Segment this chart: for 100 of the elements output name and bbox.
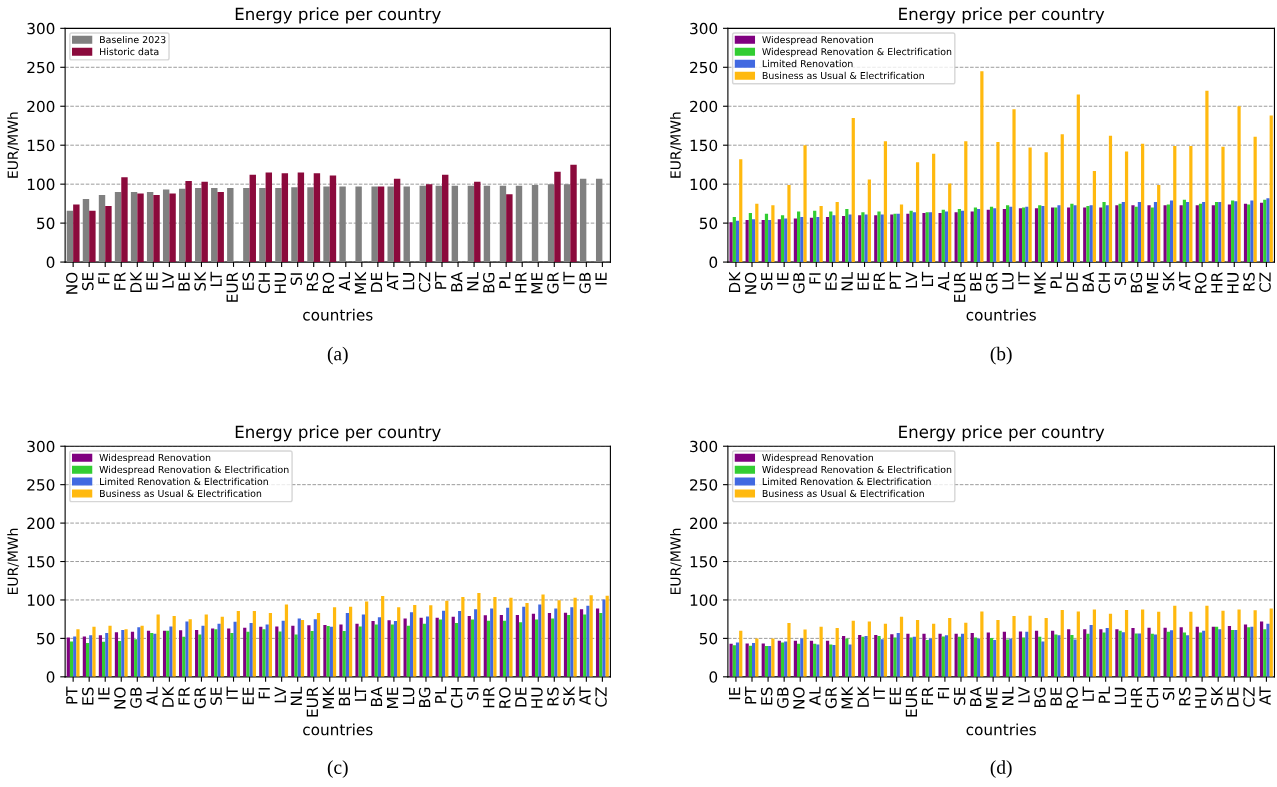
bar bbox=[348, 606, 353, 677]
text: (d) bbox=[990, 760, 1012, 778]
bar bbox=[848, 644, 852, 677]
y-tick-label: 0 bbox=[709, 256, 718, 269]
bar bbox=[1253, 610, 1257, 677]
bar bbox=[483, 185, 491, 263]
x-tick-label: DK bbox=[729, 271, 741, 293]
bar bbox=[339, 186, 346, 263]
bar bbox=[777, 219, 781, 263]
y-tick-label: 250 bbox=[690, 61, 718, 74]
x-tick-label: IE bbox=[595, 272, 607, 285]
bar bbox=[1022, 637, 1026, 677]
bar bbox=[89, 210, 96, 263]
bar bbox=[105, 633, 109, 677]
bar bbox=[1202, 630, 1206, 677]
x-tick-label: EUR bbox=[905, 686, 918, 717]
bar bbox=[1186, 202, 1190, 263]
bar bbox=[137, 193, 144, 263]
bar bbox=[506, 194, 513, 263]
bar bbox=[490, 608, 494, 677]
bar bbox=[554, 608, 558, 677]
x-tick-label: HU bbox=[274, 273, 287, 293]
bar bbox=[201, 181, 208, 263]
x-tick-label: SK bbox=[1162, 271, 1175, 291]
bar bbox=[313, 173, 321, 263]
bar bbox=[755, 638, 759, 677]
bar bbox=[435, 185, 443, 263]
bar bbox=[977, 209, 981, 263]
x-tick-label: BA bbox=[451, 271, 463, 292]
bar bbox=[169, 193, 176, 263]
bar bbox=[162, 630, 167, 677]
bar bbox=[1237, 106, 1241, 263]
y-tick-label: 0 bbox=[46, 671, 55, 683]
bar bbox=[281, 620, 285, 677]
bar bbox=[1028, 615, 1032, 677]
bar bbox=[195, 188, 202, 263]
bar bbox=[121, 177, 128, 263]
bar bbox=[307, 187, 314, 263]
bar bbox=[1205, 90, 1209, 263]
bar bbox=[761, 220, 765, 263]
bar bbox=[809, 640, 814, 677]
y-tick-label: 150 bbox=[690, 555, 718, 568]
bar bbox=[867, 621, 871, 677]
x-tick-label: RS bbox=[1178, 687, 1191, 706]
x-tick-label: LU bbox=[1002, 273, 1014, 290]
bar bbox=[377, 186, 385, 263]
bar bbox=[803, 629, 807, 677]
legend-label: Widespread Renovation & Electrification bbox=[762, 47, 952, 57]
x-tick-label: GB bbox=[793, 272, 805, 294]
bar bbox=[114, 191, 122, 263]
bar bbox=[425, 616, 430, 677]
bar bbox=[595, 608, 600, 677]
x-tick-label: IT bbox=[1018, 271, 1030, 285]
legend-label: Widespread Renovation bbox=[762, 453, 873, 463]
bar bbox=[752, 643, 756, 677]
bar bbox=[451, 185, 459, 263]
x-tick-label: SE bbox=[82, 272, 94, 291]
bar bbox=[243, 188, 250, 263]
bar bbox=[970, 633, 974, 677]
bar bbox=[835, 628, 839, 677]
bar bbox=[195, 629, 199, 677]
bar bbox=[493, 596, 497, 677]
bar bbox=[342, 631, 346, 677]
x-tick-label: BG bbox=[483, 273, 495, 293]
y-axis-title: EUR/MWh bbox=[670, 528, 682, 595]
x-tick-label: CH bbox=[258, 273, 271, 294]
x-tick-label: LV bbox=[162, 271, 174, 288]
bar bbox=[554, 171, 561, 263]
bar bbox=[249, 623, 253, 677]
y-tick-label: 250 bbox=[27, 479, 55, 491]
bar bbox=[182, 636, 186, 677]
y-tick-label: 0 bbox=[46, 256, 55, 269]
y-tick-label: 150 bbox=[690, 139, 718, 152]
x-axis-title: countries bbox=[966, 308, 1036, 321]
y-tick-label: 200 bbox=[690, 517, 718, 530]
bar bbox=[531, 613, 536, 677]
x-tick-label: EE bbox=[889, 687, 901, 705]
bar bbox=[275, 626, 279, 677]
bar bbox=[316, 613, 321, 677]
x-tick-label: GR bbox=[194, 686, 206, 709]
bar bbox=[329, 175, 337, 263]
bar bbox=[1067, 629, 1071, 677]
bar bbox=[848, 214, 852, 263]
bar bbox=[1169, 630, 1174, 677]
x-tick-label: BA bbox=[370, 686, 383, 706]
bar bbox=[1250, 200, 1254, 263]
x-tick-label: CZ bbox=[595, 687, 607, 707]
bar bbox=[413, 604, 417, 677]
bar bbox=[454, 623, 459, 677]
bar bbox=[993, 639, 997, 677]
x-tick-label: NO bbox=[66, 272, 78, 294]
bar bbox=[989, 638, 994, 677]
y-tick-label: 200 bbox=[27, 517, 55, 530]
bar bbox=[1108, 613, 1113, 677]
bar bbox=[249, 174, 256, 263]
x-tick-label: DE bbox=[370, 272, 383, 292]
y-tick-label: 0 bbox=[709, 671, 718, 683]
chart-title: Energy price per country bbox=[235, 425, 441, 442]
bar bbox=[755, 203, 759, 263]
x-tick-label: LT bbox=[354, 686, 367, 701]
